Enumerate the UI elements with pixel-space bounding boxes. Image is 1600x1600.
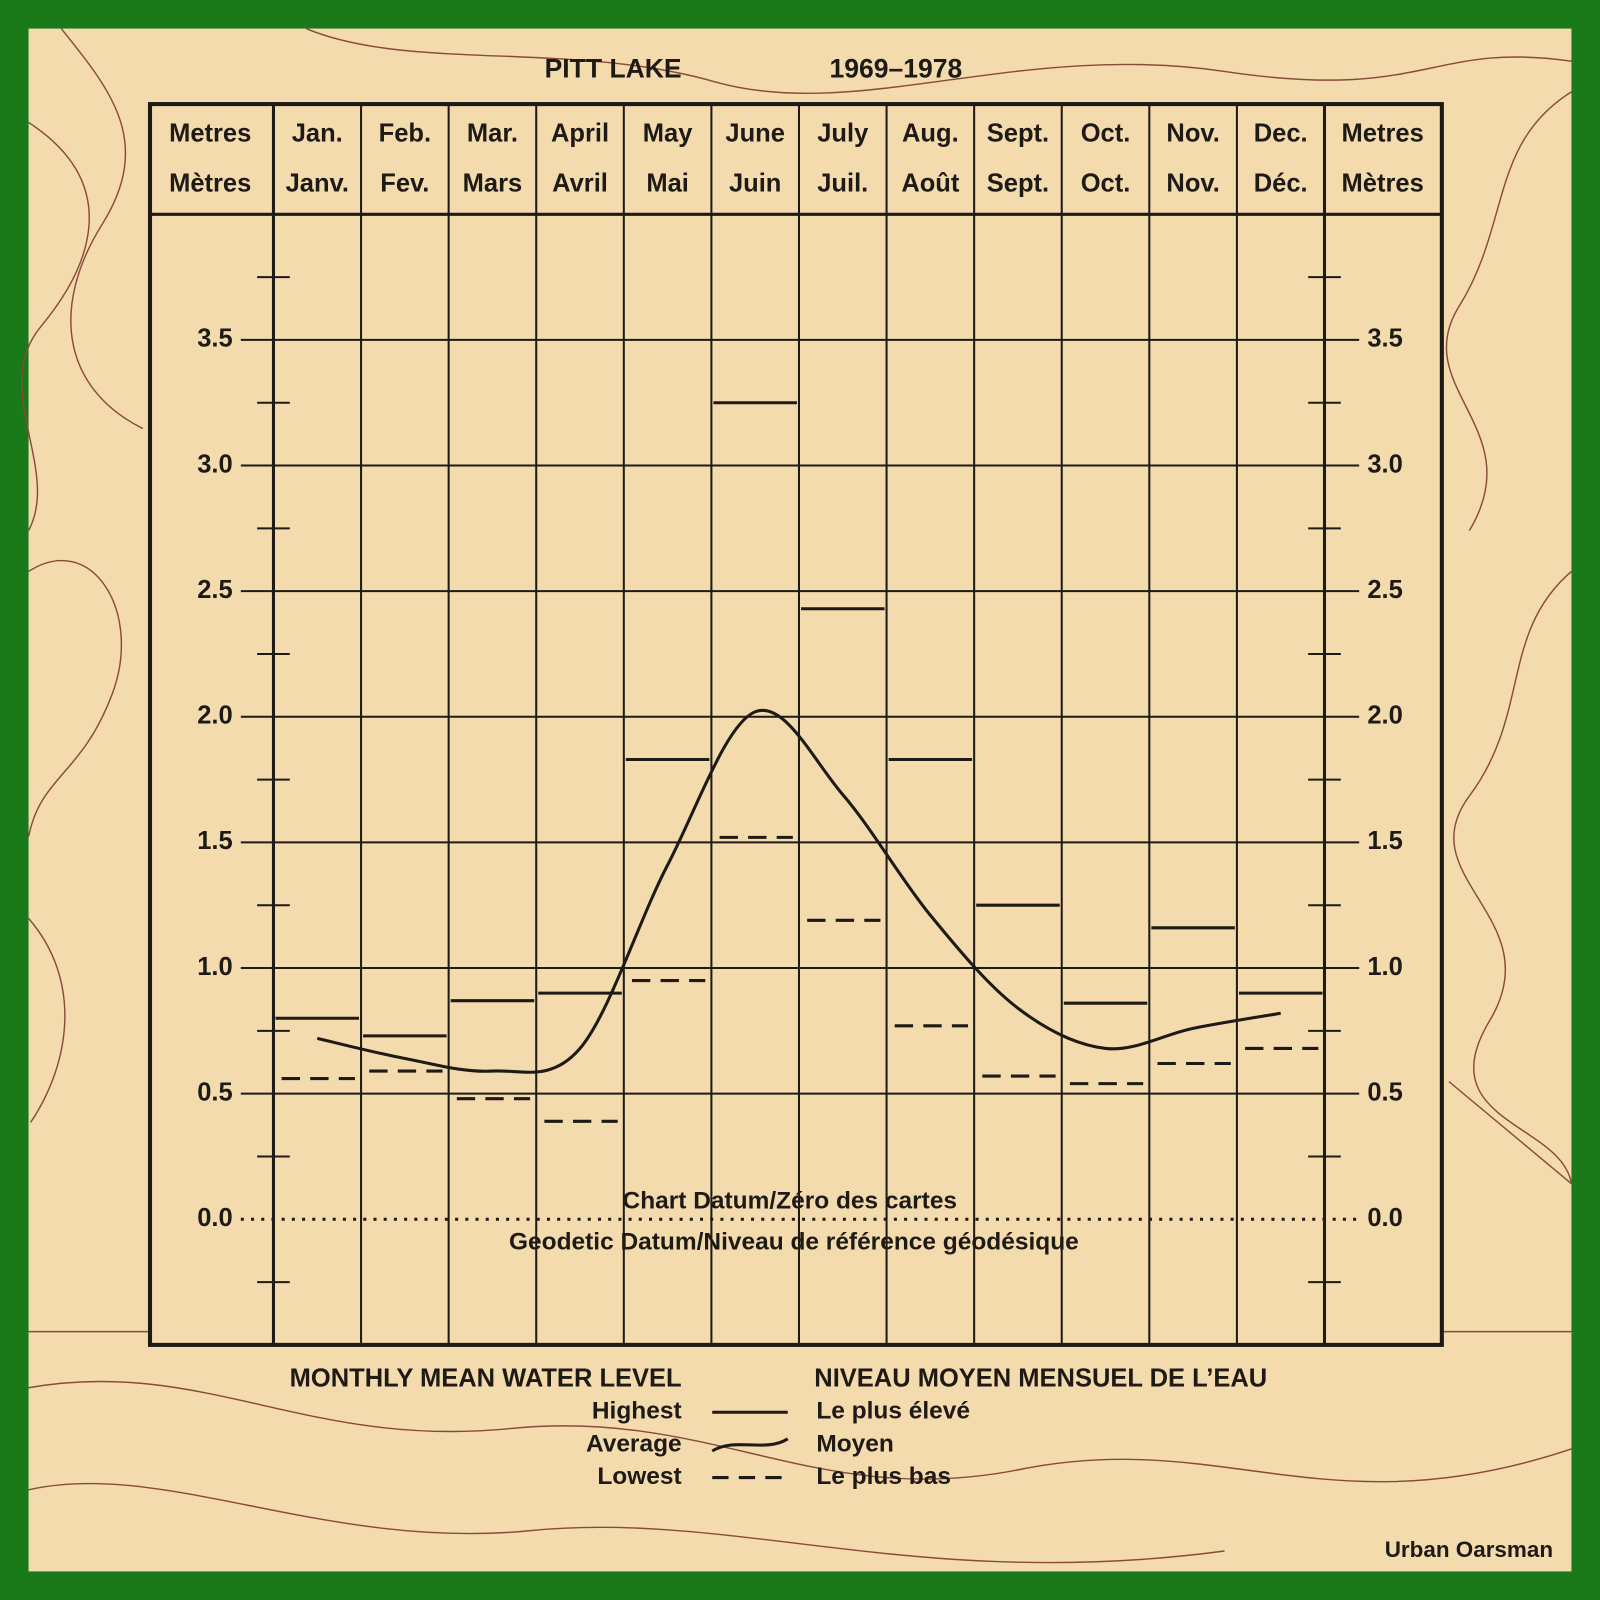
contour-line xyxy=(60,28,144,430)
y-tick-label: 2.0 xyxy=(1367,702,1402,730)
chart-title: PITT LAKE xyxy=(545,53,682,83)
contour-lines xyxy=(21,27,1573,1564)
x-tick-label: Oct. xyxy=(1081,119,1131,147)
contour-line xyxy=(21,121,90,531)
legend-title-fr: NIVEAU MOYEN MENSUEL DE L’EAU xyxy=(814,1364,1267,1392)
y-axis-label-fr: Mètres xyxy=(1342,169,1424,197)
x-tick-label-fr: Juin xyxy=(729,169,781,197)
contour-line xyxy=(28,1482,1225,1564)
y-tick-label: 0.5 xyxy=(197,1078,232,1106)
legend-label-fr: Le plus bas xyxy=(816,1463,951,1490)
y-tick-label: 2.0 xyxy=(197,702,232,730)
contour-line xyxy=(1448,1081,1572,1185)
contour-line xyxy=(305,27,1572,95)
legend-label-fr: Le plus élevé xyxy=(816,1398,970,1425)
x-tick-label: May xyxy=(643,119,693,147)
legend-swatch xyxy=(711,1437,789,1453)
x-tick-label-fr: Sept. xyxy=(987,169,1049,197)
average-curve xyxy=(316,708,1281,1074)
y-tick-label: 3.0 xyxy=(1367,450,1402,478)
x-tick-label: July xyxy=(817,119,869,147)
contour-line xyxy=(28,917,66,1123)
legend-label: Average xyxy=(586,1430,682,1457)
x-tick-label: June xyxy=(725,119,785,147)
y-tick-label: 3.5 xyxy=(1367,325,1402,353)
contour-line xyxy=(27,559,122,837)
x-tick-label: April xyxy=(551,119,609,147)
chart-period: 1969–1978 xyxy=(830,53,963,83)
x-tick-label-fr: Avril xyxy=(552,169,608,197)
chart-box xyxy=(147,102,1444,1347)
x-tick-label: Feb. xyxy=(379,119,431,147)
y-axis-label-fr: Mètres xyxy=(169,169,251,197)
x-tick-label: Aug. xyxy=(902,119,959,147)
contour-line xyxy=(1445,91,1572,531)
x-tick-label-fr: Nov. xyxy=(1166,169,1219,197)
x-tick-label-fr: Mai xyxy=(646,169,689,197)
legend-label-fr: Moyen xyxy=(816,1430,894,1457)
x-tick-label: Nov. xyxy=(1166,119,1219,147)
contour-line xyxy=(28,1380,1572,1483)
y-axis-label: Metres xyxy=(1342,119,1424,147)
credit: Urban Oarsman xyxy=(1385,1537,1553,1562)
x-tick-label: Sept. xyxy=(987,119,1049,147)
y-tick-label: 2.5 xyxy=(197,576,232,604)
x-tick-label-fr: Janv. xyxy=(286,169,349,197)
annotation: Geodetic Datum/Niveau de référence géodé… xyxy=(509,1228,1079,1255)
x-tick-label: Dec. xyxy=(1254,119,1308,147)
y-tick-label: 3.0 xyxy=(197,450,232,478)
y-tick-label: 1.0 xyxy=(1367,953,1402,981)
legend-title: MONTHLY MEAN WATER LEVEL xyxy=(290,1364,682,1392)
y-tick-label: 1.5 xyxy=(1367,827,1402,855)
x-tick-label-fr: Oct. xyxy=(1081,169,1131,197)
x-tick-label-fr: Août xyxy=(901,169,960,197)
x-tick-label-fr: Fev. xyxy=(380,169,429,197)
y-tick-label: 2.5 xyxy=(1367,576,1402,604)
y-tick-label: 0.5 xyxy=(1367,1078,1402,1106)
y-tick-label: 0.0 xyxy=(197,1204,232,1232)
legend-label: Lowest xyxy=(597,1463,681,1490)
x-tick-label: Jan. xyxy=(292,119,343,147)
y-tick-label: 3.5 xyxy=(197,325,232,353)
annotation: Chart Datum/Zéro des cartes xyxy=(623,1188,958,1215)
x-tick-label-fr: Juil. xyxy=(817,169,868,197)
x-tick-label-fr: Déc. xyxy=(1254,169,1308,197)
legend-label: Highest xyxy=(592,1398,682,1425)
y-axis-label: Metres xyxy=(169,119,251,147)
contour-line xyxy=(1453,570,1573,1184)
x-tick-label-fr: Mars xyxy=(463,169,523,197)
x-tick-label: Mar. xyxy=(467,119,518,147)
y-tick-label: 1.0 xyxy=(197,953,232,981)
y-tick-label: 1.5 xyxy=(197,827,232,855)
y-tick-label: 0.0 xyxy=(1367,1204,1402,1232)
